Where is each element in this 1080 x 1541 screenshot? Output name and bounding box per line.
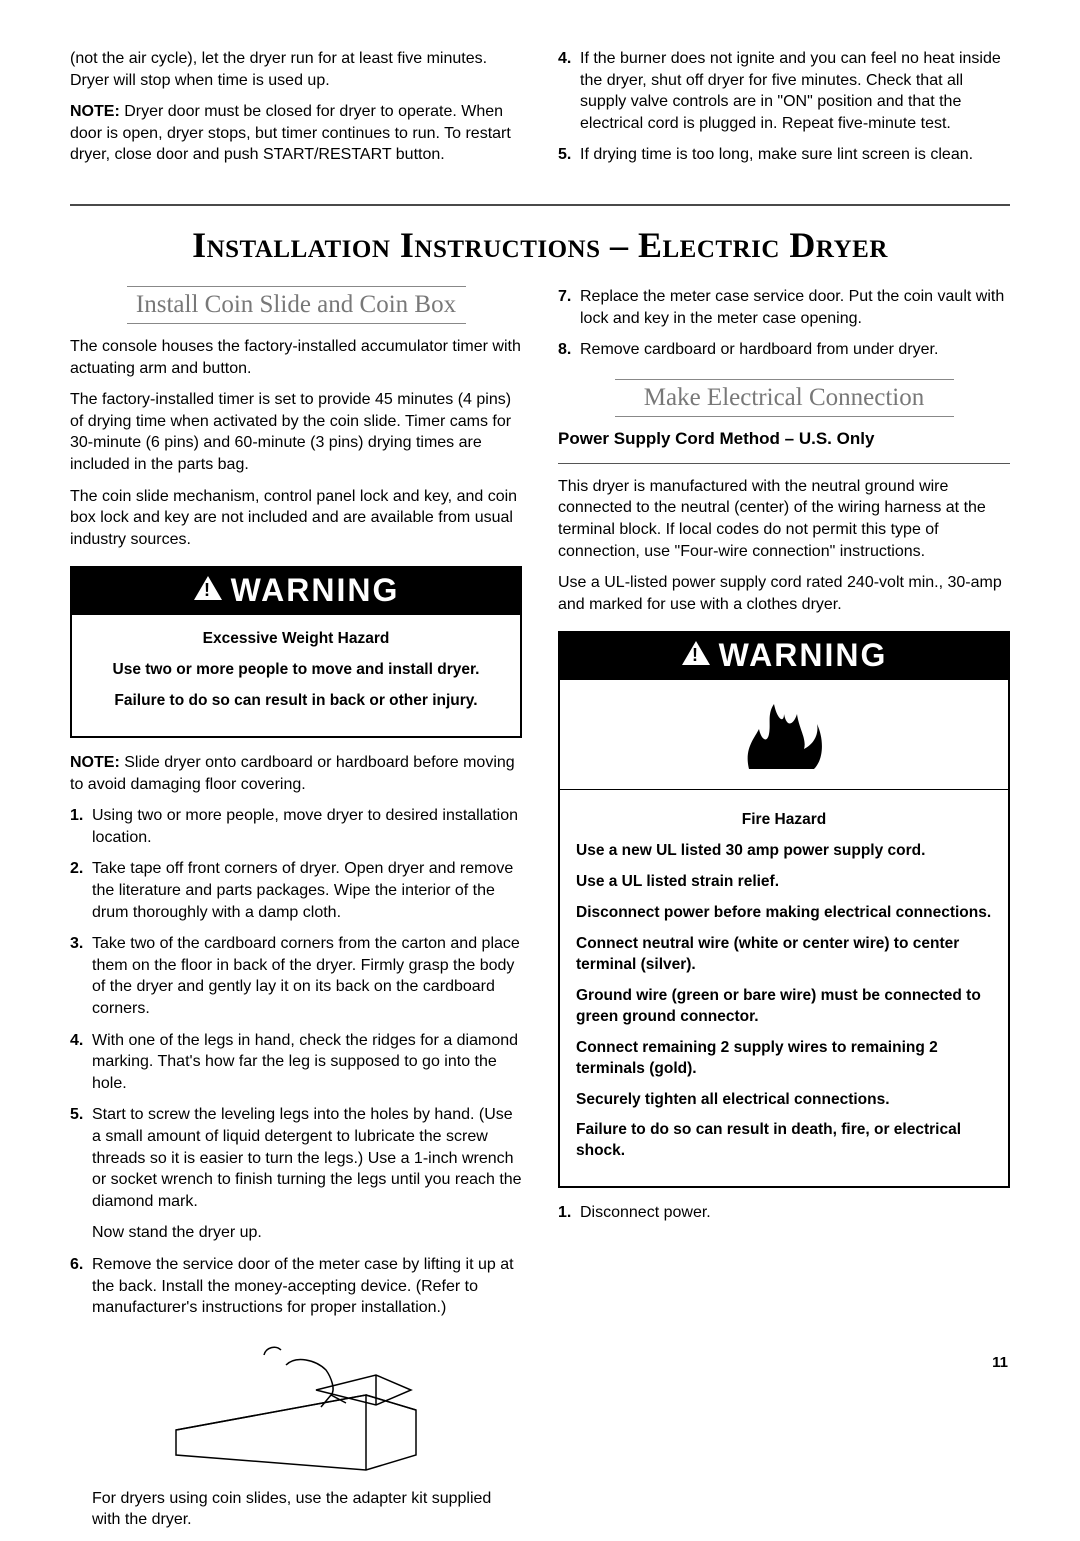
- warn-line: Use two or more people to move and insta…: [88, 660, 504, 681]
- left-p3: The coin slide mechanism, control panel …: [70, 486, 522, 551]
- main-title: Installation Instructions – Electric Dry…: [70, 224, 1010, 266]
- list-item: 2.Take tape off front corners of dryer. …: [70, 858, 522, 923]
- right-p1: This dryer is manufactured with the neut…: [558, 476, 1010, 562]
- thin-rule: [558, 463, 1010, 464]
- item-number: 4.: [70, 1030, 92, 1095]
- left-p1: The console houses the factory-installed…: [70, 336, 522, 379]
- subtitle-wrap: Install Coin Slide and Coin Box: [127, 286, 466, 324]
- warning-triangle-icon: !: [681, 637, 711, 674]
- warn-line: Ground wire (green or bare wire) must be…: [576, 986, 992, 1028]
- warning-title-text: WARNING: [231, 572, 400, 609]
- warn-line: Excessive Weight Hazard: [88, 629, 504, 650]
- warn-line: Disconnect power before making electrica…: [576, 903, 992, 924]
- left-p2: The factory-installed timer is set to pr…: [70, 389, 522, 475]
- warning-weight-box: ! WARNING Excessive Weight Hazard Use tw…: [70, 566, 522, 738]
- item-text: If the burner does not ignite and you ca…: [580, 48, 1010, 134]
- list-item: 3.Take two of the cardboard corners from…: [70, 933, 522, 1019]
- warning-header: ! WARNING: [72, 568, 520, 615]
- top-left-p1: (not the air cycle), let the dryer run f…: [70, 48, 522, 91]
- left-column: Install Coin Slide and Coin Box The cons…: [70, 286, 522, 1541]
- fire-hazard-icon: [560, 680, 1008, 789]
- svg-text:!: !: [204, 580, 212, 600]
- item-text: Start to screw the leveling legs into th…: [92, 1104, 522, 1212]
- item-text: With one of the legs in hand, check the …: [92, 1030, 522, 1095]
- right-steps-top: 7.Replace the meter case service door. P…: [558, 286, 1010, 361]
- warning-body: Fire Hazard Use a new UL listed 30 amp p…: [560, 798, 1008, 1186]
- list-item: 8.Remove cardboard or hardboard from und…: [558, 339, 1010, 361]
- item-number: 5.: [558, 144, 580, 166]
- warn-line: Use a UL listed strain relief.: [576, 872, 992, 893]
- subtitle-rule: [615, 416, 954, 417]
- warning-header: ! WARNING: [560, 633, 1008, 680]
- warning-inner-rule: [560, 789, 1008, 790]
- main-columns: Install Coin Slide and Coin Box The cons…: [70, 286, 1010, 1541]
- item-number: 1.: [558, 1202, 580, 1224]
- right-column: 7.Replace the meter case service door. P…: [558, 286, 1010, 1541]
- item-text: Remove cardboard or hardboard from under…: [580, 339, 1010, 361]
- subtitle-wrap: Make Electrical Connection: [615, 379, 954, 417]
- section-divider: [70, 204, 1010, 206]
- item-text: Replace the meter case service door. Put…: [580, 286, 1010, 329]
- list-item: 1.Disconnect power.: [558, 1202, 1010, 1224]
- list-item: 4.If the burner does not ignite and you …: [558, 48, 1010, 134]
- warning-triangle-icon: !: [193, 572, 223, 609]
- note-label: NOTE:: [70, 754, 120, 771]
- subtitle-rule: [127, 323, 466, 324]
- item-text: Take tape off front corners of dryer. Op…: [92, 858, 522, 923]
- note-text: Slide dryer onto cardboard or hardboard …: [70, 754, 515, 793]
- svg-text:!: !: [692, 645, 700, 665]
- install-steps-cont: 6.Remove the service door of the meter c…: [70, 1254, 522, 1319]
- item-text: If drying time is too long, make sure li…: [580, 144, 1010, 166]
- list-item: 6.Remove the service door of the meter c…: [70, 1254, 522, 1319]
- item-number: 6.: [70, 1254, 92, 1319]
- top-right-col: 4.If the burner does not ignite and you …: [558, 48, 1010, 176]
- coin-slide-figure: [70, 1329, 522, 1488]
- item-number: 2.: [70, 858, 92, 923]
- item-number: 3.: [70, 933, 92, 1019]
- item-text: Using two or more people, move dryer to …: [92, 805, 522, 848]
- subtitle-rule: [615, 379, 954, 380]
- top-right-list: 4.If the burner does not ignite and you …: [558, 48, 1010, 166]
- install-steps: 1.Using two or more people, move dryer t…: [70, 805, 522, 1212]
- warn-line: Use a new UL listed 30 amp power supply …: [576, 841, 992, 862]
- warn-line: Fire Hazard: [576, 810, 992, 831]
- power-supply-subhead: Power Supply Cord Method – U.S. Only: [558, 429, 1010, 449]
- right-steps-bottom: 1.Disconnect power.: [558, 1202, 1010, 1224]
- list-item: 4.With one of the legs in hand, check th…: [70, 1030, 522, 1095]
- item-number: 5.: [70, 1104, 92, 1212]
- top-continuation: (not the air cycle), let the dryer run f…: [70, 48, 1010, 176]
- item-number: 7.: [558, 286, 580, 329]
- list-item: 7.Replace the meter case service door. P…: [558, 286, 1010, 329]
- item-number: 4.: [558, 48, 580, 134]
- item-text: Disconnect power.: [580, 1202, 1010, 1224]
- warn-line: Failure to do so can result in back or o…: [88, 691, 504, 712]
- top-left-note: NOTE: Dryer door must be closed for drye…: [70, 101, 522, 166]
- left-note: NOTE: Slide dryer onto cardboard or hard…: [70, 752, 522, 795]
- list-item: 5.Start to screw the leveling legs into …: [70, 1104, 522, 1212]
- electrical-connection-title: Make Electrical Connection: [615, 382, 954, 414]
- item-text: Take two of the cardboard corners from t…: [92, 933, 522, 1019]
- warn-line: Failure to do so can result in death, fi…: [576, 1120, 992, 1162]
- warning-body: Excessive Weight Hazard Use two or more …: [72, 615, 520, 736]
- page-number: 11: [992, 1354, 1008, 1371]
- item-number: 1.: [70, 805, 92, 848]
- item-text: Remove the service door of the meter cas…: [92, 1254, 522, 1319]
- subtitle-rule: [127, 286, 466, 287]
- install-coin-title: Install Coin Slide and Coin Box: [127, 289, 466, 321]
- warning-fire-box: ! WARNING Fire Hazard Use a new UL liste…: [558, 631, 1010, 1188]
- coin-slide-illustration-icon: [166, 1335, 426, 1475]
- list-item: 5.If drying time is too long, make sure …: [558, 144, 1010, 166]
- list-item: 1.Using two or more people, move dryer t…: [70, 805, 522, 848]
- warn-line: Connect remaining 2 supply wires to rema…: [576, 1038, 992, 1080]
- figure-caption: For dryers using coin slides, use the ad…: [92, 1488, 522, 1531]
- warn-line: Connect neutral wire (white or center wi…: [576, 934, 992, 976]
- right-p2: Use a UL-listed power supply cord rated …: [558, 572, 1010, 615]
- warn-line: Securely tighten all electrical connecti…: [576, 1090, 992, 1111]
- item-number: 8.: [558, 339, 580, 361]
- top-left-note-text: Dryer door must be closed for dryer to o…: [70, 103, 511, 163]
- top-left-col: (not the air cycle), let the dryer run f…: [70, 48, 522, 176]
- step5-sub: Now stand the dryer up.: [92, 1222, 522, 1244]
- warning-title-text: WARNING: [719, 637, 888, 674]
- note-label: NOTE:: [70, 103, 120, 120]
